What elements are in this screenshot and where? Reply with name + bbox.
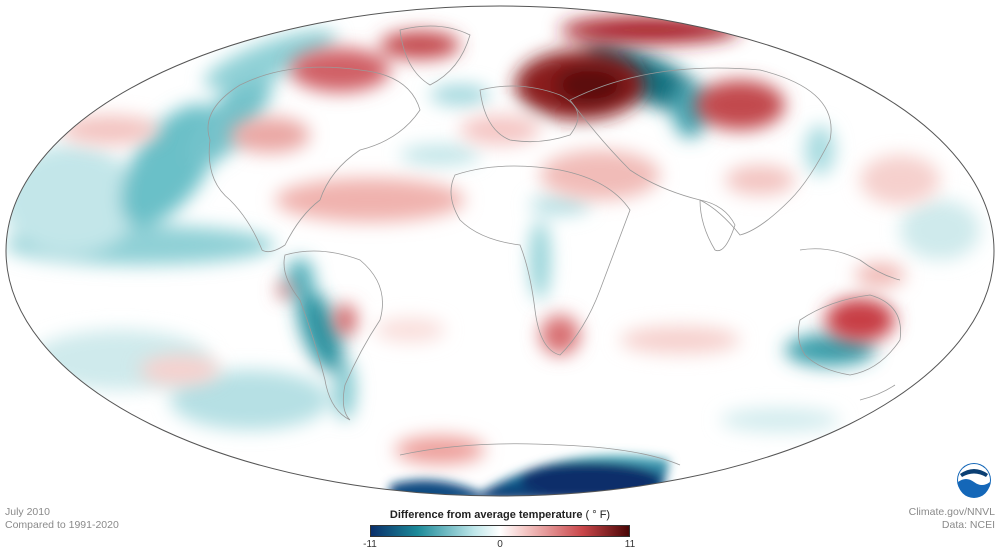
world-temperature-anomaly-map bbox=[5, 5, 995, 497]
warm-anomaly-regions bbox=[60, 16, 940, 464]
legend-unit: ( ° F) bbox=[585, 509, 611, 521]
map-date-info: July 2010 Compared to 1991-2020 bbox=[5, 506, 119, 532]
legend-title: Difference from average temperature bbox=[389, 509, 583, 521]
noaa-logo-icon bbox=[957, 463, 991, 498]
legend-tick-mid: 0 bbox=[497, 539, 503, 550]
legend-ticks: -11 0 11 bbox=[363, 537, 635, 551]
credit-label: Climate.gov/NNVL bbox=[908, 506, 995, 518]
data-source-label: Data: NCEI bbox=[941, 519, 995, 531]
legend-color-bar bbox=[370, 525, 630, 537]
legend-tick-min: -11 bbox=[363, 539, 377, 550]
legend-tick-max: 11 bbox=[624, 539, 636, 550]
map-credits: Climate.gov/NNVL Data: NCEI bbox=[909, 506, 995, 532]
continent-outlines bbox=[207, 25, 902, 466]
legend-title-row: Difference from average temperature ( ° … bbox=[370, 508, 630, 523]
map-date-label: July 2010 bbox=[5, 506, 50, 518]
color-legend: Difference from average temperature ( ° … bbox=[363, 508, 635, 551]
map-baseline-label: Compared to 1991-2020 bbox=[5, 519, 119, 531]
anomaly-field bbox=[6, 16, 980, 496]
map-outline bbox=[5, 5, 995, 497]
